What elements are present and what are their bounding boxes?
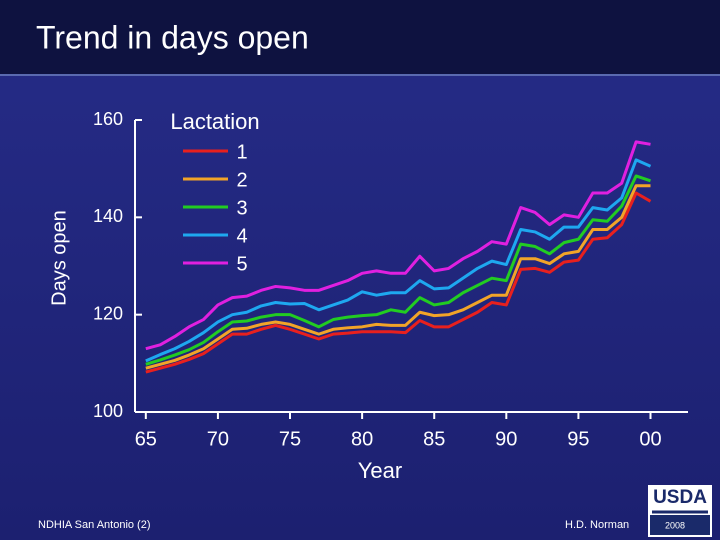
x-tick-label: 80 xyxy=(351,428,373,450)
x-tick-label: 85 xyxy=(423,428,445,450)
legend-title: Lactation xyxy=(170,109,259,134)
y-tick-label: 120 xyxy=(93,303,123,323)
series-line xyxy=(145,191,652,374)
chart-title: Trend in days open xyxy=(36,19,309,55)
footer-left: NDHIA San Antonio (2) xyxy=(38,519,151,531)
x-tick-label: 65 xyxy=(135,428,157,450)
legend-label: 2 xyxy=(236,169,247,191)
y-tick-label: 100 xyxy=(93,401,123,421)
y-axis-label: Days open xyxy=(48,210,70,306)
x-tick-label: 70 xyxy=(207,428,229,450)
footer-right: H.D. Norman xyxy=(565,519,629,531)
x-axis-label: Year xyxy=(358,458,402,483)
x-tick-label: 00 xyxy=(639,428,661,450)
series-line xyxy=(145,174,651,366)
legend-label: 5 xyxy=(236,253,247,275)
legend-label: 1 xyxy=(236,141,247,163)
series-line xyxy=(145,184,651,370)
legend-label: 3 xyxy=(236,197,247,219)
x-tick-label: 90 xyxy=(495,428,517,450)
y-tick-label: 160 xyxy=(93,109,123,129)
x-tick-label: 75 xyxy=(279,428,301,450)
title-band xyxy=(0,0,720,74)
series-line xyxy=(145,140,651,351)
logo-year: 2008 xyxy=(665,520,685,530)
x-tick-label: 95 xyxy=(567,428,589,450)
logo-band xyxy=(650,515,710,535)
legend-label: 4 xyxy=(236,225,247,247)
y-tick-label: 140 xyxy=(93,206,123,226)
logo-text: USDA xyxy=(653,487,707,508)
series-line xyxy=(145,158,652,363)
